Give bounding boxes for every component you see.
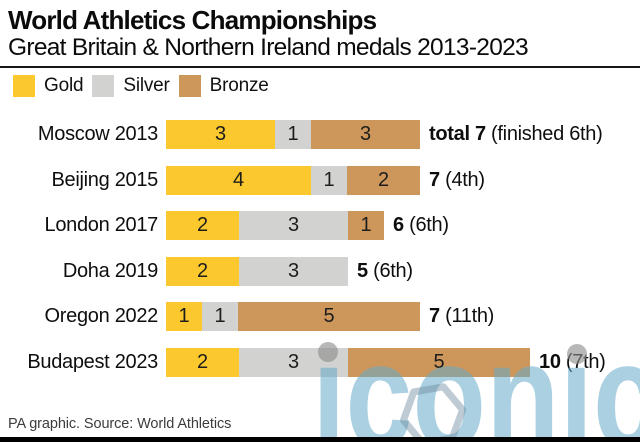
gold-segment: 2 (166, 256, 239, 286)
row-label: London 2017 (44, 214, 159, 237)
bronze-segment: 3 (311, 120, 420, 150)
finish-position: (6th) (367, 259, 413, 282)
source-credit: PA graphic. Source: World Athletics (8, 416, 232, 432)
chart-row: Beijing 2015 4 1 2 7 (4th) (0, 158, 640, 204)
silver-segment: 3 (239, 256, 348, 286)
finish-position: (11th) (439, 305, 495, 328)
finish-position: (finished 6th) (485, 123, 603, 146)
gold-segment: 2 (166, 347, 239, 377)
legend-label: Gold (44, 75, 84, 96)
bar-chart: Moscow 2013 3 1 3 total 7 (finished 6th) Beij… (0, 112, 640, 385)
total-label: 6 (6th) (393, 214, 449, 237)
total-bold: 6 (393, 214, 404, 237)
row-label: Beijing 2015 (51, 168, 159, 191)
finish-position: (6th) (403, 214, 449, 237)
row-label: Doha 2019 (62, 259, 158, 282)
hexagon-icon (400, 383, 467, 442)
gold-legend-swatch (13, 75, 35, 97)
row-label: Budapest 2023 (27, 350, 158, 373)
gold-segment: 1 (166, 302, 202, 332)
silver-segment: 3 (239, 211, 348, 241)
silver-segment: 1 (275, 120, 311, 150)
total-bold: 5 (357, 259, 368, 282)
silver-legend-swatch (92, 75, 115, 97)
finish-position: (7th) (560, 350, 606, 373)
legend-label: Bronze (209, 75, 269, 96)
total-bold: 7 (429, 168, 440, 191)
gold-segment: 2 (166, 211, 239, 241)
bronze-segment: 5 (238, 302, 420, 332)
silver-segment: 3 (239, 347, 348, 377)
chart-row: Oregon 2022 1 1 5 7 (11th) (0, 294, 640, 340)
row-label: Moscow 2013 (37, 123, 158, 146)
total-label: 7 (11th) (429, 305, 494, 328)
total-label: total 7 (finished 6th) (429, 123, 603, 146)
page-subtitle: Great Britain & Northern Ireland medals … (8, 34, 529, 61)
bottom-border (0, 437, 640, 442)
legend: Gold Silver Bronze (13, 75, 278, 97)
bronze-segment: 5 (348, 347, 530, 377)
chart-row: London 2017 2 3 1 6 (6th) (0, 203, 640, 249)
gold-segment: 3 (166, 120, 275, 150)
silver-segment: 1 (202, 302, 238, 332)
total-bold: 10 (539, 350, 561, 373)
page-title: World Athletics Championships (8, 5, 377, 35)
chart-row: Budapest 2023 2 3 5 10 (7th) (0, 340, 640, 386)
legend-label: Silver (123, 75, 170, 96)
finish-position: (4th) (439, 168, 485, 191)
total-bold: total 7 (429, 123, 486, 146)
chart-row: Doha 2019 2 3 5 (6th) (0, 249, 640, 295)
total-label: 5 (6th) (357, 260, 413, 283)
bronze-segment: 2 (347, 165, 420, 195)
silver-segment: 1 (311, 165, 347, 195)
bronze-legend-swatch (178, 75, 201, 97)
total-bold: 7 (429, 305, 440, 328)
chart-row: Moscow 2013 3 1 3 total 7 (finished 6th) (0, 112, 640, 158)
bronze-segment: 1 (348, 211, 384, 241)
total-label: 7 (4th) (429, 169, 485, 192)
total-label: 10 (7th) (539, 351, 606, 374)
header-divider (0, 66, 640, 68)
row-label: Oregon 2022 (44, 305, 159, 328)
gold-segment: 4 (166, 165, 311, 195)
